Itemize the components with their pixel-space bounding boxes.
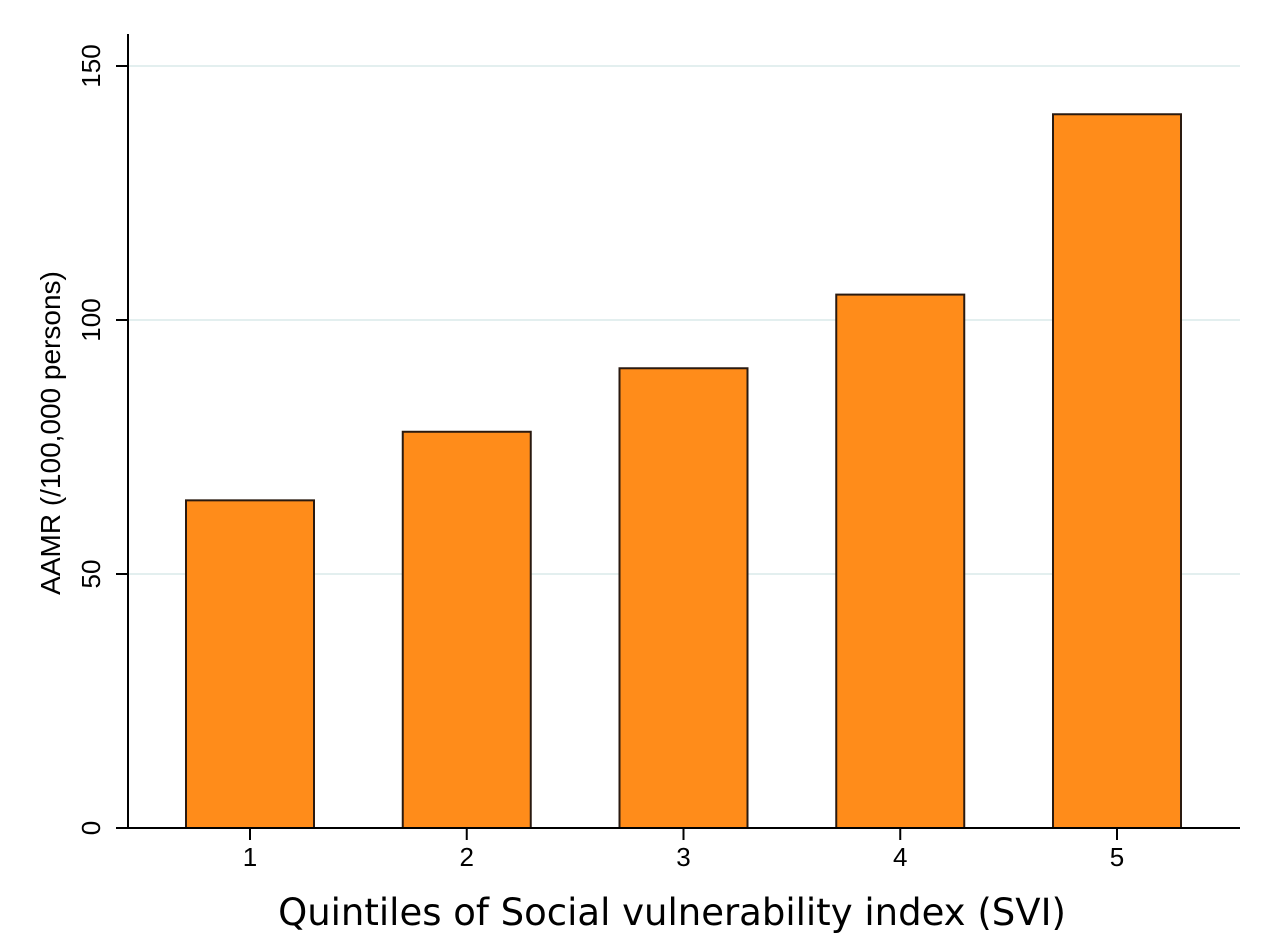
x-tick-label: 5	[1110, 842, 1124, 872]
x-tick-label: 2	[460, 842, 474, 872]
bar-3	[618, 367, 749, 829]
bar-1	[185, 499, 315, 829]
bar-4	[835, 293, 966, 830]
bar-2	[401, 430, 532, 829]
x-tick-label: 3	[676, 842, 690, 872]
bar-5	[1052, 113, 1182, 829]
y-tick-label: 100	[76, 298, 106, 341]
y-axis-label: AAMR (/100,000 persons)	[35, 271, 66, 595]
y-ticks: 0 50 100 150	[76, 44, 128, 835]
y-tick-label: 150	[76, 44, 106, 87]
y-tick-label: 50	[76, 560, 106, 589]
x-ticks: 1 2 3 4 5	[243, 828, 1124, 872]
y-tick-label: 0	[76, 821, 106, 835]
x-axis-label: Quintiles of Social vulnerability index …	[278, 891, 1066, 934]
x-tick-label: 1	[243, 842, 257, 872]
bars	[185, 113, 1182, 830]
x-tick-label: 4	[893, 842, 907, 872]
